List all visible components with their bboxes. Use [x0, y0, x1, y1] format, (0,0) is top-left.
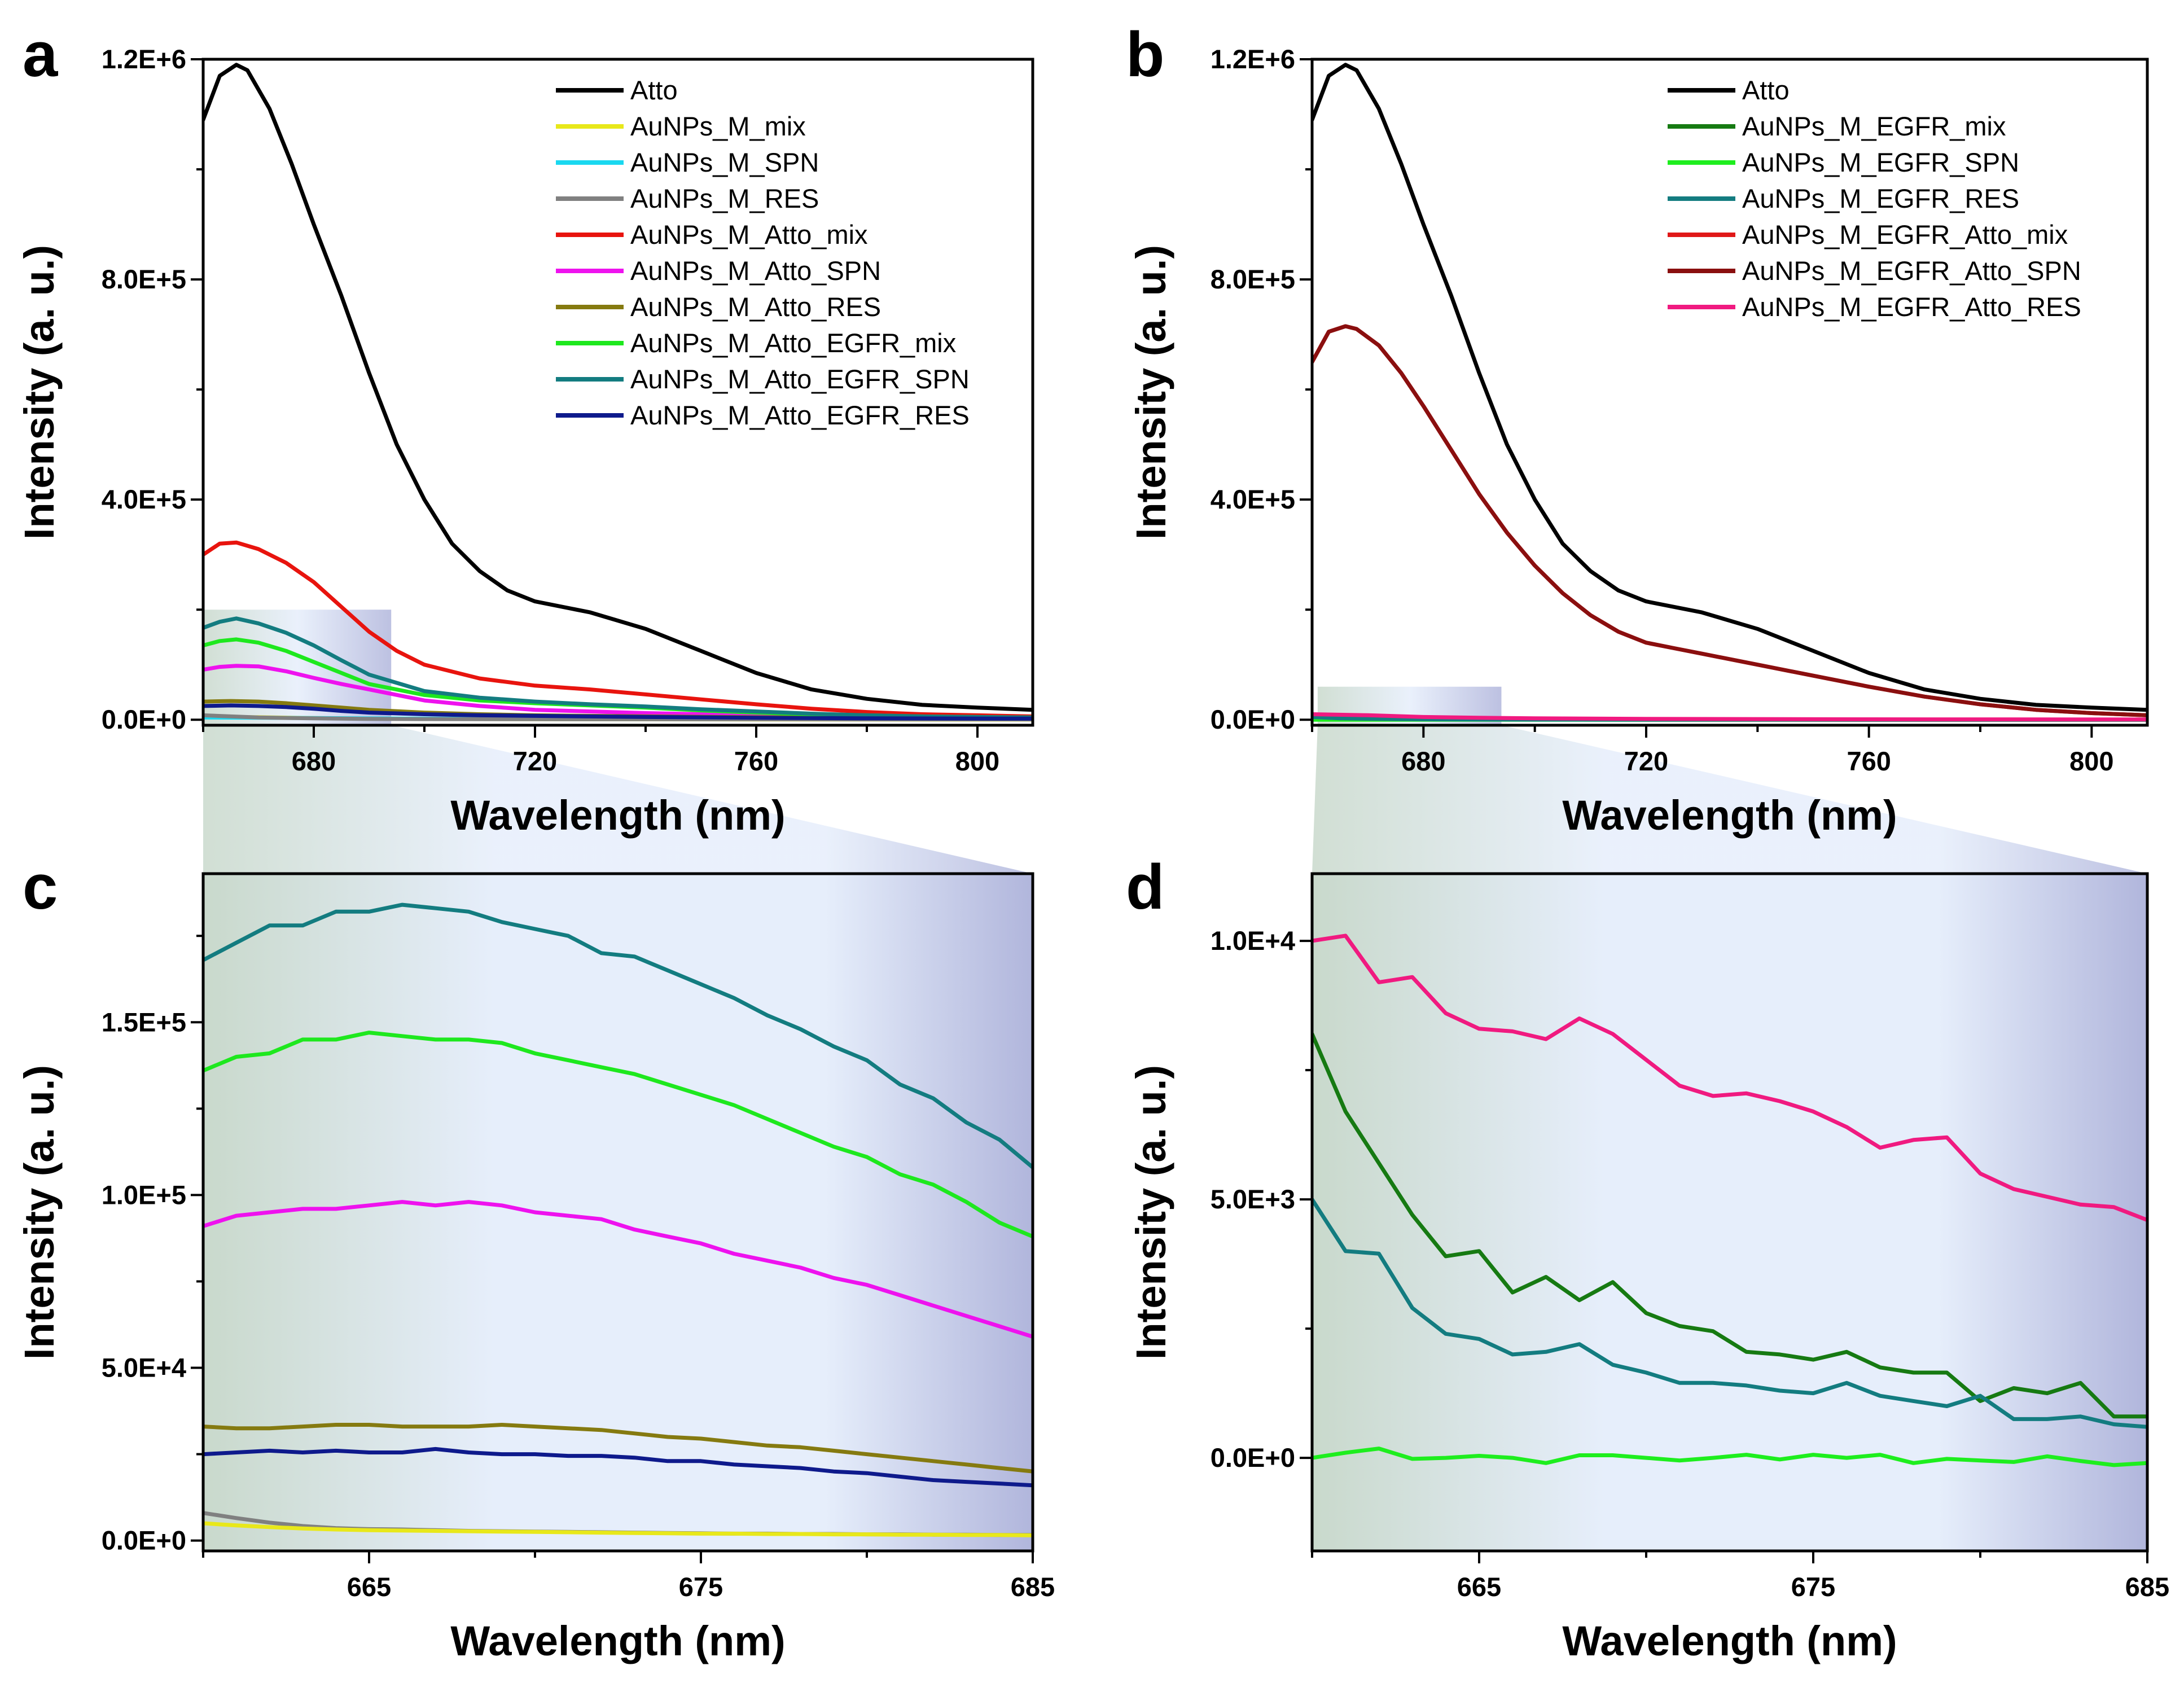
series-group-b	[1312, 63, 2147, 722]
zoom-connectors	[203, 725, 2147, 874]
y-axis-title: Intensity (a. u.)	[1128, 1065, 1174, 1360]
series-line-Atto	[1312, 63, 2147, 712]
series-line-AuNPs_M_Atto_SPN	[203, 664, 1033, 720]
y-tick-label: 1.2E+6	[1211, 44, 1295, 74]
y-tick-label: 5.0E+4	[102, 1353, 186, 1383]
series-line-AuNPs_M_Atto_RES	[203, 1423, 1033, 1474]
legend-label: Atto	[630, 75, 678, 105]
zoom-connector-b	[1312, 725, 2147, 874]
y-axis-title: Intensity (a. u.)	[1128, 245, 1174, 540]
x-axis-title: Wavelength (nm)	[1562, 1618, 1897, 1664]
zoom-background	[1313, 875, 2146, 1550]
legend-label: AuNPs_M_Atto_SPN	[630, 256, 881, 286]
x-tick-label: 680	[292, 746, 336, 776]
plot-frame-a	[201, 58, 1034, 727]
series-line-AuNPs_M_Atto_EGFR_mix	[203, 1031, 1033, 1239]
series-line-AuNPs_M_EGFR_Atto_SPN	[1312, 324, 2147, 717]
legend-label: AuNPs_M_Atto_EGFR_mix	[630, 328, 956, 358]
legend-label: AuNPs_M_EGFR_mix	[1742, 111, 2006, 141]
panel-letter-d: d	[1126, 852, 1164, 922]
x-tick-label: 665	[1457, 1572, 1501, 1602]
panel-letter-a: a	[23, 19, 58, 90]
legend-label: AuNPs_M_RES	[630, 183, 819, 213]
series-line-AuNPs_M_Atto_SPN	[203, 1200, 1033, 1339]
x-tick-label: 675	[1791, 1572, 1835, 1602]
y-tick-label: 1.0E+5	[102, 1180, 186, 1209]
legend-label: AuNPs_M_EGFR_Atto_mix	[1742, 220, 2068, 249]
series-group-a	[203, 63, 1033, 722]
legend-a: Atto AuNPs_M_mix AuNPs_M_SPN AuNPs_M_RES AuN…	[556, 75, 970, 430]
y-tick-label: 0.0E+0	[1211, 704, 1295, 734]
x-tick-label: 720	[1624, 746, 1668, 776]
x-tick-label: 680	[1401, 746, 1445, 776]
zoom-background	[204, 875, 1032, 1550]
y-tick-label: 4.0E+5	[102, 484, 186, 514]
y-tick-label: 1.2E+6	[102, 44, 186, 74]
series-group-c	[203, 902, 1033, 1537]
series-line-AuNPs_M_EGFR_SPN	[1312, 1447, 2147, 1467]
series-line-AuNPs_M_Atto_mix	[203, 540, 1033, 718]
x-tick-label: 685	[2125, 1572, 2169, 1602]
y-tick-label: 0.0E+0	[102, 704, 186, 734]
series-line-AuNPs_M_Atto_EGFR_RES	[203, 703, 1033, 721]
legend-label: AuNPs_M_SPN	[630, 147, 819, 177]
y-axis-title: Intensity (a. u.)	[16, 245, 63, 540]
y-tick-label: 8.0E+5	[1211, 264, 1295, 294]
series-line-AuNPs_M_EGFR_Atto_mix	[1312, 324, 2147, 717]
panel-a-chart: 680 720 760 800 0.0E+0 4.0E+5 8.0E+5 1.2E+6 Wave…	[16, 44, 1034, 839]
plot-frame-d	[1310, 872, 2149, 1553]
y-axis-title: Intensity (a. u.)	[16, 1065, 63, 1360]
x-axis-title: Wavelength (nm)	[1562, 792, 1897, 839]
series-line-AuNPs_M_Atto_EGFR_SPN	[203, 902, 1033, 1169]
x-tick-label: 760	[1847, 746, 1891, 776]
y-tick-label: 0.0E+0	[1211, 1443, 1295, 1472]
legend-label: AuNPs_M_Atto_mix	[630, 220, 868, 249]
y-tick-label: 1.5E+5	[102, 1007, 186, 1037]
x-tick-label: 665	[347, 1572, 391, 1602]
x-tick-label: 800	[955, 746, 999, 776]
legend-label: AuNPs_M_EGFR_RES	[1742, 183, 2019, 213]
plot-frame-b	[1310, 58, 2149, 727]
x-axis-title: Wavelength (nm)	[450, 792, 785, 839]
series-line-AuNPs_M_EGFR_Atto_RES	[1312, 712, 2147, 722]
plot-frame-c	[201, 872, 1034, 1553]
y-tick-label: 0.0E+0	[102, 1526, 186, 1555]
x-axis-title: Wavelength (nm)	[450, 1618, 785, 1664]
series-line-AuNPs_M_Atto_EGFR_SPN	[203, 616, 1033, 720]
series-line-AuNPs_M_EGFR_RES	[1312, 1197, 2147, 1429]
panel-letter-b: b	[1126, 19, 1164, 90]
x-tick-label: 800	[2069, 746, 2113, 776]
legend-label: Atto	[1742, 75, 1790, 105]
x-tick-label: 675	[679, 1572, 723, 1602]
legend-label: AuNPs_M_EGFR_Atto_RES	[1742, 292, 2081, 322]
legend-label: AuNPs_M_Atto_EGFR_SPN	[630, 364, 970, 394]
panel-d-chart: 665 675 685 0.0E+0 5.0E+3 1.0E+4 Wavelength (n…	[1128, 872, 2169, 1664]
series-line-AuNPs_M_Atto_EGFR_RES	[203, 1447, 1033, 1488]
panel-b-chart: 680 720 760 800 0.0E+0 4.0E+5 8.0E+5 1.2E+6 Wave…	[1128, 44, 2149, 839]
y-tick-label: 8.0E+5	[102, 264, 186, 294]
series-line-AuNPs_M_EGFR_mix	[1312, 1032, 2147, 1419]
legend-b: Atto AuNPs_M_EGFR_mix AuNPs_M_EGFR_SPN AuNP…	[1668, 75, 2081, 322]
x-tick-label: 685	[1011, 1572, 1055, 1602]
legend-label: AuNPs_M_Atto_RES	[630, 292, 881, 322]
legend-label: AuNPs_M_EGFR_Atto_SPN	[1742, 256, 2081, 286]
y-tick-label: 1.0E+4	[1211, 926, 1295, 956]
y-tick-label: 5.0E+3	[1211, 1184, 1295, 1214]
series-line-Atto	[203, 63, 1033, 712]
legend-label: AuNPs_M_EGFR_SPN	[1742, 147, 2019, 177]
panel-c-chart: 665 675 685 0.0E+0 5.0E+4 1.0E+5 1.5E+5 Wavelen…	[16, 872, 1055, 1664]
y-tick-label: 4.0E+5	[1211, 484, 1295, 514]
series-line-AuNPs_M_EGFR_Atto_RES	[1312, 933, 2147, 1222]
zoom-connector-a	[203, 725, 1033, 874]
series-group-d	[1312, 933, 2147, 1467]
series-line-AuNPs_M_mix	[203, 1521, 1033, 1537]
panel-letter-c: c	[23, 852, 58, 922]
legend-label: AuNPs_M_Atto_EGFR_RES	[630, 400, 970, 430]
x-tick-label: 760	[734, 746, 778, 776]
legend-label: AuNPs_M_mix	[630, 111, 806, 141]
x-tick-label: 720	[513, 746, 557, 776]
